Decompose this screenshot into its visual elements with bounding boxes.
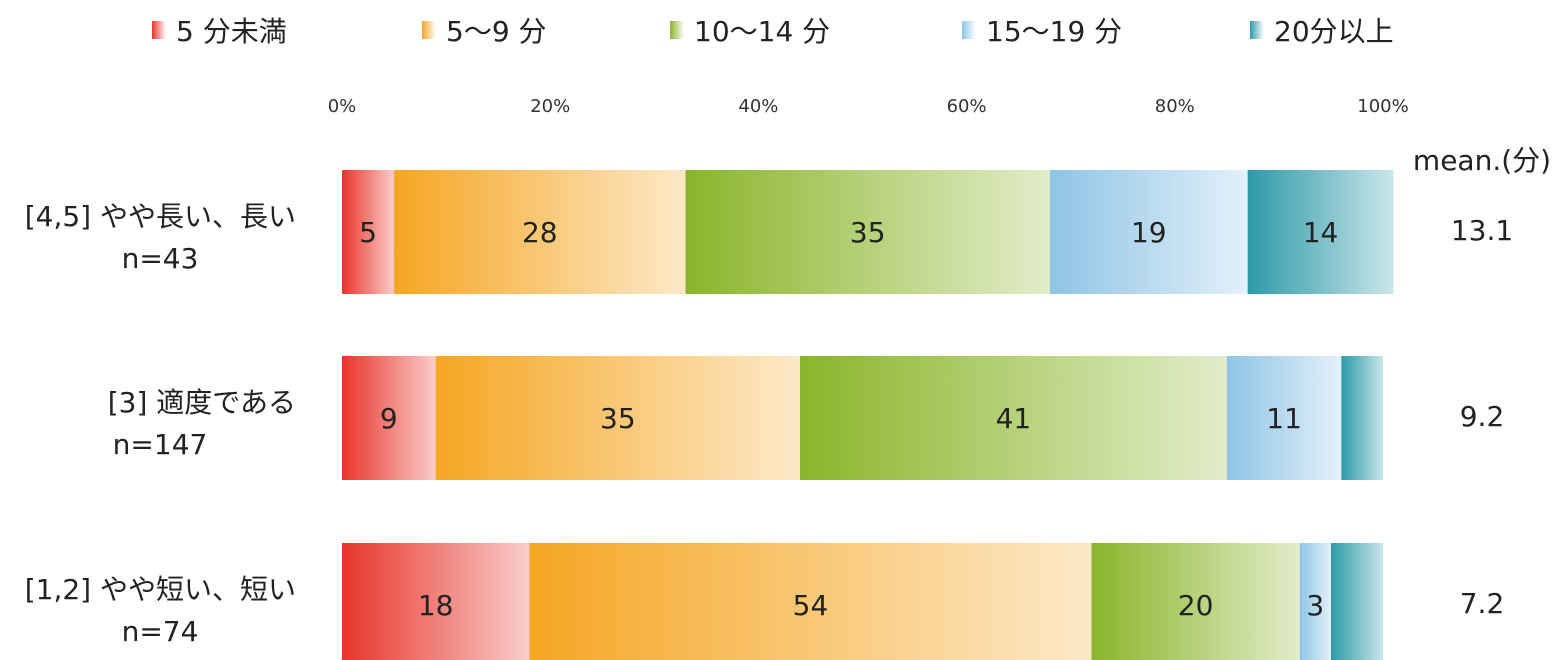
category-n-label: n=74 [122,615,199,648]
legend-item-2: 10～14 分 [670,12,830,48]
bar-segment [529,543,1092,660]
bar-segment [1330,543,1383,660]
bar-segment [1049,170,1248,294]
segment-value-label: 35 [600,402,636,435]
bar-segment [1299,543,1331,660]
bar-segment [1091,543,1300,660]
bar-segment [1226,356,1342,480]
legend-label: 5 分未満 [176,15,287,48]
segment-value-label: 35 [850,216,886,249]
segment-value-label: 9 [380,402,398,435]
bar-segment [394,170,686,294]
x-tick-label: 0% [328,96,357,117]
segment-value-label: 3 [1306,589,1324,622]
legend-label: 20分以上 [1274,15,1394,48]
category-label: [4,5] やや長い、長い [25,200,296,233]
legend-swatch [670,21,684,39]
x-tick-label: 20% [530,96,570,117]
segment-value-label: 18 [418,589,454,622]
segment-value-label: 5 [359,216,377,249]
bar-segment [435,356,801,480]
segment-value-label: 11 [1266,402,1302,435]
legend-item-3: 15～19 分 [962,12,1122,48]
segment-value-label: 20 [1178,589,1214,622]
legend-swatch [152,21,166,39]
mean-value: 7.2 [1460,587,1505,620]
segment-value-label: 41 [996,402,1032,435]
legend-label: 15～19 分 [986,15,1123,48]
legend-item-4: 20分以上 [1250,12,1394,48]
segment-value-label: 19 [1131,216,1167,249]
segment-value-label: 54 [793,589,829,622]
category-n-label: n=147 [113,428,208,461]
legend-swatch [1250,21,1264,39]
category-label: [1,2] やや短い、短い [25,573,296,606]
x-tick-label: 40% [738,96,778,117]
legend-swatch [962,21,976,39]
bar-segment [800,356,1227,480]
bar-segment [342,356,436,480]
bar-segment [342,170,395,294]
bar-segment [1247,170,1394,294]
bar-segment [342,543,530,660]
bar-segment [685,170,1050,294]
x-tick-label: 80% [1155,96,1195,117]
segment-value-label: 14 [1303,216,1339,249]
mean-value: 9.2 [1460,400,1505,433]
x-tick-label: 100% [1357,96,1408,117]
legend: 5 分未満 5～9 分 10～14 分 15～19 分 20分以上 [0,0,1556,60]
legend-swatch [422,21,436,39]
legend-item-1: 5～9 分 [422,12,547,48]
category-n-label: n=43 [122,242,199,275]
mean-header: mean.(分) [1413,144,1551,177]
mean-value: 13.1 [1451,214,1513,247]
segment-value-label: 28 [522,216,558,249]
legend-label: 5～9 分 [446,15,547,48]
legend-item-0: 5 分未満 [152,12,287,48]
category-label: [3] 適度である [108,386,296,419]
legend-label: 10～14 分 [694,15,831,48]
x-tick-label: 60% [947,96,987,117]
bar-segment [1341,356,1383,480]
